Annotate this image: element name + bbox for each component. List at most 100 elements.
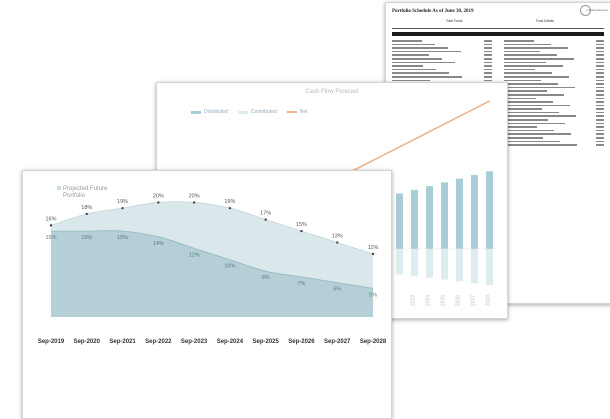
document-row-value bbox=[596, 144, 604, 146]
document-row-text bbox=[504, 68, 535, 71]
document-row-value bbox=[596, 93, 604, 96]
document-row bbox=[504, 75, 604, 79]
outer-data-label: 19% bbox=[224, 199, 235, 205]
document-row-text bbox=[504, 93, 564, 96]
x-tick-label: 2026 bbox=[456, 295, 462, 306]
document-row bbox=[392, 68, 492, 72]
document-row bbox=[392, 71, 492, 75]
document-row-value bbox=[484, 43, 492, 46]
document-row-value bbox=[596, 72, 604, 74]
document-row bbox=[504, 71, 604, 75]
document-rows-right bbox=[504, 39, 604, 147]
document-row-value bbox=[596, 129, 604, 132]
document-row-text bbox=[504, 119, 548, 121]
legend-label-distributed: Distributed bbox=[204, 109, 228, 115]
document-row-value bbox=[484, 54, 492, 56]
document-row-text bbox=[392, 72, 449, 74]
document-row-text bbox=[504, 97, 536, 100]
distributed-bar bbox=[426, 186, 433, 249]
document-row bbox=[504, 97, 604, 101]
document-row-value bbox=[596, 126, 604, 128]
document-row-value bbox=[596, 108, 604, 110]
document-row-value bbox=[596, 68, 604, 71]
document-row bbox=[392, 53, 492, 57]
document-row-value bbox=[596, 133, 604, 136]
document-row-value bbox=[596, 97, 604, 100]
document-row-text bbox=[504, 126, 537, 128]
document-row-value bbox=[596, 57, 604, 60]
document-row-value bbox=[596, 122, 604, 125]
document-row-value bbox=[596, 104, 604, 107]
document-row-value bbox=[596, 50, 604, 53]
legend-item-contributed: Contributed bbox=[237, 109, 277, 115]
document-row-text bbox=[504, 83, 558, 85]
distributed-bar bbox=[486, 171, 493, 249]
document-row-value bbox=[484, 68, 492, 71]
document-row bbox=[392, 75, 492, 79]
document-row-text bbox=[504, 40, 534, 42]
document-header-band bbox=[392, 32, 604, 36]
document-row-text bbox=[504, 57, 574, 60]
inner-data-label: 8% bbox=[262, 275, 270, 281]
x-axis-label: Sep-2026 bbox=[288, 339, 315, 345]
document-row-text bbox=[504, 79, 541, 82]
document-row-text bbox=[504, 47, 568, 49]
x-axis-label: Sep-2023 bbox=[181, 339, 208, 345]
inner-data-label: 12% bbox=[189, 252, 200, 258]
document-row-text bbox=[392, 79, 430, 82]
contributed-bar bbox=[486, 249, 493, 285]
document-row-value bbox=[596, 86, 604, 89]
distributed-bar bbox=[456, 178, 463, 249]
document-row-text bbox=[504, 144, 577, 146]
document-row-text bbox=[504, 43, 551, 46]
projected-legend: Projected Future Portfolio bbox=[57, 186, 123, 200]
document-row-value bbox=[484, 75, 492, 78]
document-row bbox=[504, 129, 604, 133]
document-row bbox=[392, 57, 492, 61]
document-group-right: Fund Details bbox=[536, 19, 554, 23]
legend-item-net: Net bbox=[286, 109, 308, 115]
projected-point bbox=[192, 201, 196, 204]
document-row-text bbox=[504, 65, 563, 67]
document-row-value bbox=[484, 79, 492, 82]
document-row-value bbox=[596, 61, 604, 64]
document-row-value bbox=[596, 79, 604, 82]
document-row-text bbox=[504, 61, 546, 64]
document-row-text bbox=[504, 101, 553, 103]
document-row-value bbox=[596, 43, 604, 46]
outer-data-label: 13% bbox=[332, 234, 343, 240]
projected-point bbox=[264, 218, 267, 221]
document-row-value bbox=[596, 65, 604, 67]
outer-data-label: 17% bbox=[260, 211, 271, 217]
inner-data-label: 14% bbox=[153, 241, 164, 247]
projected-outer-line bbox=[50, 201, 374, 255]
document-row-text bbox=[504, 133, 571, 136]
projected-point bbox=[121, 206, 124, 210]
document-row bbox=[392, 46, 492, 50]
legend-item-distributed: Distributed bbox=[191, 109, 228, 115]
document-row-value bbox=[484, 72, 492, 74]
document-row-text bbox=[392, 57, 442, 60]
document-row-value bbox=[596, 111, 604, 114]
document-row-value bbox=[596, 83, 604, 85]
inner-data-label: 15% bbox=[117, 235, 128, 241]
document-row bbox=[392, 64, 492, 68]
document-row bbox=[504, 111, 604, 115]
document-row-text bbox=[392, 75, 462, 78]
legend-swatch-net bbox=[286, 111, 297, 113]
x-axis-label: Sep-2020 bbox=[74, 339, 101, 345]
x-tick-label: 2025 bbox=[441, 295, 447, 306]
projected-point bbox=[300, 229, 303, 233]
document-row-value bbox=[596, 119, 604, 121]
document-row-text bbox=[392, 40, 422, 42]
inner-data-label: 15% bbox=[81, 235, 92, 241]
cash-flow-chart-title: Cash Flow Forecast bbox=[305, 89, 359, 95]
projected-area-chart: 16% 15% Sep-2019 18% 15% Sep-2020 19% 15% Sep-20… bbox=[38, 193, 387, 345]
projected-inner-line bbox=[50, 230, 374, 289]
document-row-text bbox=[392, 43, 435, 46]
x-tick-label: 2024 bbox=[426, 295, 432, 306]
document-row-value bbox=[484, 65, 492, 67]
document-row bbox=[504, 122, 604, 126]
document-row-text bbox=[392, 50, 461, 53]
legend-label-projected: Projected Future Portfolio bbox=[63, 186, 108, 199]
